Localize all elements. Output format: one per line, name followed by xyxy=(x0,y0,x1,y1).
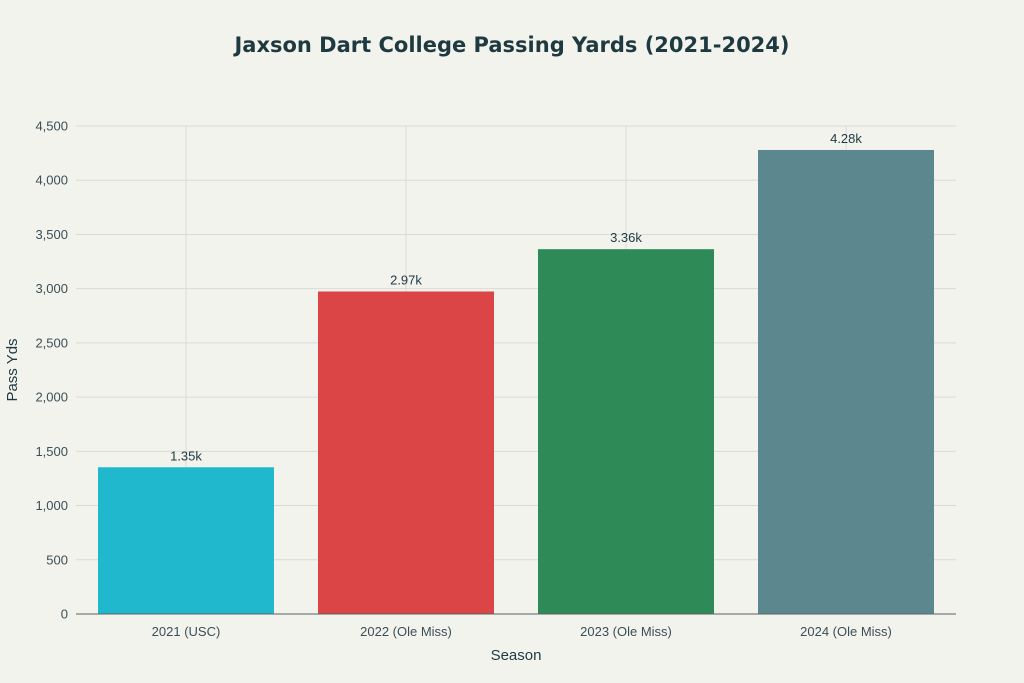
y-tick-label: 3,000 xyxy=(35,281,68,296)
x-tick-label: 2022 (Ole Miss) xyxy=(360,624,452,639)
y-tick-label: 1,000 xyxy=(35,498,68,513)
x-tick-label: 2021 (USC) xyxy=(152,624,221,639)
chart-title: Jaxson Dart College Passing Yards (2021-… xyxy=(232,33,789,57)
bars xyxy=(98,149,934,615)
y-tick-label: 500 xyxy=(46,552,68,567)
bar xyxy=(758,149,934,614)
y-tick-label: 2,000 xyxy=(35,390,68,405)
y-tick-label: 2,500 xyxy=(35,335,68,350)
y-tick-label: 4,000 xyxy=(35,173,68,188)
y-tick-label: 4,500 xyxy=(35,119,68,134)
bar xyxy=(318,291,494,614)
y-tick-label: 1,500 xyxy=(35,444,68,459)
bar xyxy=(98,467,274,614)
bar-value-label: 1.35k xyxy=(170,448,202,463)
x-tick-label: 2024 (Ole Miss) xyxy=(800,624,892,639)
y-axis-ticks: 0 500 1,000 1,500 2,000 2,500 3,000 3,500 4,000 4… xyxy=(35,119,68,622)
bar xyxy=(538,249,714,615)
bar-value-label: 2.97k xyxy=(390,272,422,287)
x-axis-ticks: 2021 (USC) 2022 (Ole Miss) 2023 (Ole Miss)… xyxy=(152,624,892,639)
data-labels: 1.35k 2.97k 3.36k 4.28k xyxy=(170,131,862,463)
x-tick-label: 2023 (Ole Miss) xyxy=(580,624,672,639)
y-axis-title: Pass Yds xyxy=(4,338,21,401)
y-tick-label: 3,500 xyxy=(35,227,68,242)
y-tick-label: 0 xyxy=(61,607,68,622)
bar-value-label: 4.28k xyxy=(830,131,862,146)
x-axis-title: Season xyxy=(491,647,542,664)
bar-value-label: 3.36k xyxy=(610,230,642,245)
